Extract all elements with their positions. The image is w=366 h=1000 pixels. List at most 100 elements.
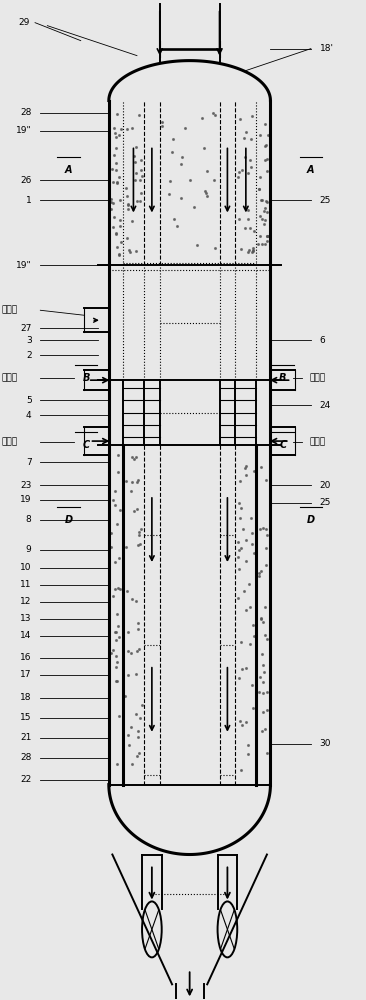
Point: [117, 212, 123, 228]
Point: [113, 648, 119, 664]
Text: A: A: [65, 165, 72, 175]
Point: [250, 700, 256, 716]
Point: [246, 242, 251, 258]
Text: 12: 12: [20, 597, 31, 606]
Point: [257, 228, 263, 244]
Point: [243, 124, 249, 140]
Text: B: B: [82, 373, 90, 383]
Point: [114, 106, 120, 122]
Point: [113, 155, 119, 171]
Point: [264, 233, 269, 249]
Point: [202, 183, 208, 199]
Point: [262, 236, 268, 252]
Point: [126, 201, 131, 217]
Point: [263, 472, 269, 488]
Point: [212, 240, 218, 256]
Point: [127, 244, 133, 260]
Point: [264, 228, 270, 244]
Point: [113, 624, 119, 640]
Point: [236, 211, 242, 227]
Point: [114, 174, 120, 190]
Point: [113, 225, 119, 241]
Point: [259, 646, 265, 662]
Point: [251, 463, 257, 479]
Point: [260, 520, 266, 536]
Text: 15: 15: [20, 713, 31, 722]
Point: [174, 218, 180, 234]
Point: [124, 121, 130, 137]
Point: [160, 114, 165, 130]
Point: [171, 211, 177, 227]
Point: [110, 588, 116, 604]
Text: C: C: [82, 440, 90, 450]
Point: [116, 464, 122, 480]
Text: 10: 10: [20, 563, 31, 572]
Point: [261, 674, 266, 690]
Point: [115, 618, 121, 634]
Text: 18: 18: [20, 693, 31, 702]
Point: [108, 539, 114, 555]
Point: [248, 131, 254, 147]
Point: [245, 746, 251, 762]
Point: [159, 118, 165, 134]
Point: [126, 737, 132, 753]
Point: [114, 756, 120, 772]
Point: [249, 159, 254, 175]
Point: [124, 583, 130, 599]
Point: [122, 688, 128, 704]
Point: [110, 195, 116, 211]
Point: [125, 196, 131, 212]
Point: [243, 714, 249, 730]
Text: 16: 16: [20, 653, 31, 662]
Point: [243, 532, 249, 548]
Point: [235, 534, 241, 550]
Point: [128, 719, 134, 735]
Point: [262, 138, 268, 154]
Point: [244, 165, 250, 181]
Point: [241, 583, 247, 599]
Point: [264, 163, 270, 179]
Point: [249, 536, 255, 552]
Point: [258, 611, 264, 627]
Point: [170, 131, 176, 147]
Point: [130, 213, 135, 229]
Point: [136, 524, 142, 540]
Point: [137, 536, 143, 552]
Point: [113, 632, 119, 648]
Point: [248, 510, 254, 526]
Point: [245, 202, 251, 218]
Point: [238, 111, 243, 127]
Point: [178, 156, 184, 172]
Point: [134, 643, 140, 659]
Point: [247, 599, 253, 615]
Text: 23: 23: [20, 481, 31, 490]
Point: [203, 185, 209, 201]
Text: 19": 19": [16, 126, 31, 135]
Point: [238, 634, 244, 650]
Point: [133, 165, 139, 181]
Point: [241, 130, 247, 146]
Point: [262, 212, 268, 228]
Point: [260, 704, 266, 720]
Point: [257, 669, 263, 685]
Point: [250, 240, 256, 256]
Point: [135, 537, 141, 553]
Point: [125, 643, 131, 659]
Point: [133, 706, 139, 722]
Point: [201, 140, 207, 156]
Point: [262, 152, 268, 168]
Point: [116, 708, 122, 724]
Point: [238, 500, 244, 516]
Point: [235, 169, 241, 185]
Point: [258, 563, 264, 579]
Text: 26: 26: [20, 176, 31, 185]
Point: [243, 660, 249, 676]
Point: [134, 501, 140, 517]
Point: [123, 473, 129, 489]
Point: [134, 449, 139, 465]
Text: B: B: [279, 373, 287, 383]
Point: [239, 717, 245, 733]
Text: 25: 25: [320, 498, 331, 507]
Point: [246, 576, 252, 592]
Text: 3: 3: [26, 336, 31, 345]
